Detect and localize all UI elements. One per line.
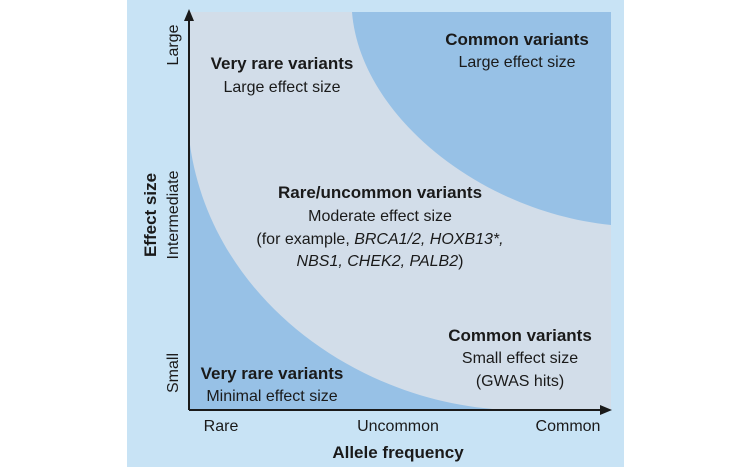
center-heading: Rare/uncommon variants [278,183,482,202]
center-example-suffix: ) [458,253,463,270]
center-genes-line2: NBS1, CHEK2, PALB2 [297,253,459,270]
bottom-left-region [190,145,510,410]
y-tick-intermediate: Intermediate [165,170,182,259]
y-axis-title: Effect size [141,173,160,257]
bottom-left-heading: Very rare variants [201,364,344,383]
x-axis-arrowhead [600,405,612,415]
bottom-right-heading: Common variants [448,326,592,345]
top-right-heading: Common variants [445,30,589,49]
top-right-subheading: Large effect size [458,54,575,71]
y-tick-small: Small [165,353,182,393]
x-axis-title: Allele frequency [332,443,464,462]
top-left-heading: Very rare variants [211,54,354,73]
bottom-right-note: (GWAS hits) [476,373,564,390]
x-tick-rare: Rare [204,418,239,435]
x-tick-common: Common [536,418,601,435]
center-example-line1: (for example, BRCA1/2, HOXB13*, [256,231,503,248]
x-tick-uncommon: Uncommon [357,418,439,435]
y-axis-arrowhead [184,9,194,21]
y-tick-large: Large [165,24,182,65]
top-left-subheading: Large effect size [223,79,340,96]
center-genes-line1: BRCA1/2, HOXB13*, [354,231,503,248]
center-example-prefix: (for example, [256,231,354,248]
bottom-left-subheading: Minimal effect size [206,388,337,405]
center-example-line2: NBS1, CHEK2, PALB2) [297,253,464,270]
top-right-region [352,12,611,225]
bottom-right-subheading: Small effect size [462,350,578,367]
center-subheading: Moderate effect size [308,208,452,225]
